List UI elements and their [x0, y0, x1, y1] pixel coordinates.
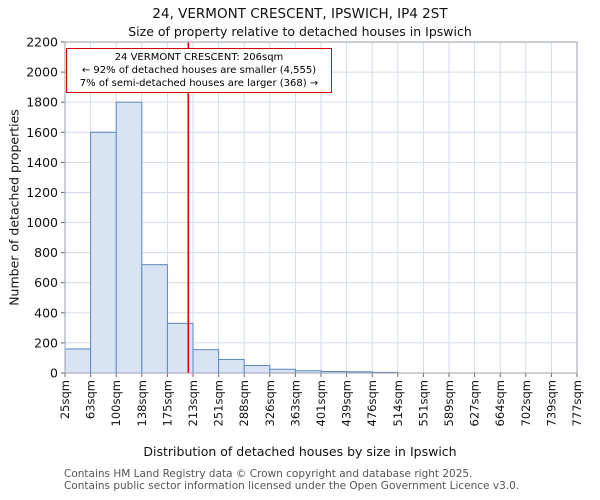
chart-title: 24, VERMONT CRESCENT, IPSWICH, IP4 2ST	[152, 6, 448, 22]
annotation-line-1: 24 VERMONT CRESCENT: 206sqm	[114, 52, 284, 63]
x-tick-label: 777sqm	[570, 380, 584, 426]
y-tick-label: 0	[50, 366, 58, 381]
plot-frame	[64, 41, 578, 374]
y-tick-label: 1800	[26, 95, 58, 110]
x-tick-label: 514sqm	[391, 380, 405, 426]
y-tick-label: 1400	[26, 155, 58, 170]
histogram-bar	[192, 349, 220, 374]
y-tick-label: 1600	[26, 125, 58, 140]
x-tick-label: 138sqm	[135, 380, 149, 426]
x-tick-label: 363sqm	[288, 380, 302, 426]
histogram-bar	[269, 368, 296, 374]
x-tick-label: 702sqm	[519, 380, 533, 426]
histogram-bar	[64, 348, 92, 374]
y-tick-label: 2000	[26, 65, 58, 80]
y-tick-label: 200	[34, 335, 58, 350]
y-tick-label: 2200	[26, 35, 58, 50]
x-tick-label: 288sqm	[237, 380, 251, 426]
histogram-bar	[243, 364, 271, 374]
x-tick-label: 251sqm	[212, 380, 226, 426]
footer-line-1: Contains HM Land Registry data © Crown c…	[64, 468, 473, 480]
histogram-bar	[115, 101, 143, 374]
x-tick-label: 63sqm	[84, 380, 98, 419]
annotation-line-2: ← 92% of detached houses are smaller (4,…	[81, 65, 317, 76]
annotation-line-3: 7% of semi-detached houses are larger (3…	[79, 78, 319, 89]
x-tick-label: 551sqm	[416, 380, 430, 426]
chart-subtitle: Size of property relative to detached ho…	[128, 24, 472, 39]
footer-line-2: Contains public sector information licen…	[64, 479, 520, 492]
y-tick-label: 800	[34, 245, 58, 260]
histogram-bar	[166, 322, 194, 374]
y-tick-label: 1000	[26, 215, 58, 230]
x-tick-label: 589sqm	[442, 380, 456, 426]
x-tick-label: 175sqm	[160, 380, 174, 426]
x-tick-label: 25sqm	[58, 380, 72, 419]
x-tick-label: 476sqm	[365, 380, 379, 426]
x-tick-label: 326sqm	[263, 380, 277, 426]
histogram-bar	[90, 131, 117, 374]
x-tick-label: 100sqm	[109, 380, 123, 426]
x-tick-label: 213sqm	[186, 380, 200, 426]
license-footer: Contains HM Land Registry data © Crown c…	[64, 468, 520, 492]
y-axis-label: Number of detached properties	[6, 109, 22, 306]
y-tick-label: 1200	[26, 185, 58, 200]
histogram-bar	[141, 264, 168, 374]
x-tick-label: 627sqm	[468, 380, 482, 426]
x-tick-label: 664sqm	[493, 380, 507, 426]
histogram-bar	[218, 358, 245, 374]
y-tick-label: 400	[34, 305, 58, 320]
x-axis-label: Distribution of detached houses by size …	[143, 444, 457, 459]
y-tick-label: 600	[34, 275, 58, 290]
x-tick-label: 439sqm	[340, 380, 354, 426]
x-tick-label: 739sqm	[544, 380, 558, 426]
x-tick-label: 401sqm	[314, 380, 328, 426]
size-annotation: 24 VERMONT CRESCENT: 206sqm ← 92% of det…	[66, 48, 332, 93]
